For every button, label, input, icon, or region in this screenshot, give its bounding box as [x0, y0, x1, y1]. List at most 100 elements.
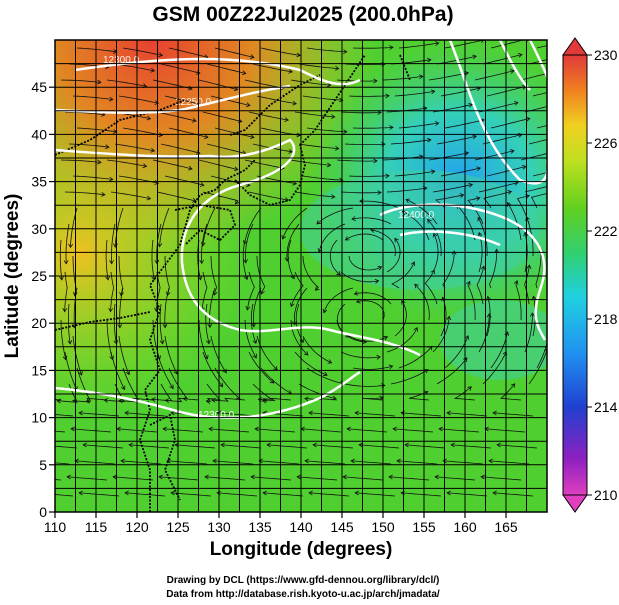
streamline	[389, 476, 430, 481]
streamline-arrowhead	[509, 69, 515, 74]
streamline-arrowhead	[481, 40, 485, 43]
streamline	[393, 428, 434, 433]
streamline-arrowhead	[146, 195, 152, 201]
streamline	[497, 444, 538, 449]
streamline-arrowhead	[249, 54, 255, 59]
streamline-arrowhead	[304, 396, 309, 402]
streamline-arrowhead	[509, 149, 515, 154]
streamline-arrowhead	[477, 231, 483, 237]
streamline	[205, 476, 246, 481]
streamline-arrowhead	[392, 426, 397, 432]
streamline-arrowhead	[68, 243, 74, 249]
streamline	[363, 397, 384, 401]
streamline-arrowhead	[109, 96, 114, 102]
streamline-arrowhead	[233, 166, 239, 172]
streamline-arrowhead	[260, 289, 265, 295]
credit-drawing: Drawing by DCL (https://www.gfd-dennou.o…	[167, 575, 440, 586]
streamline-arrowhead	[67, 340, 73, 345]
streamline-arrowhead	[62, 355, 68, 361]
streamline	[79, 492, 120, 497]
streamline	[435, 476, 476, 481]
streamline	[481, 476, 522, 481]
streamline	[532, 172, 547, 177]
streamline	[64, 271, 68, 312]
streamline-arrowhead	[308, 490, 313, 496]
streamline-arrowhead	[125, 370, 131, 376]
streamline	[282, 207, 308, 240]
y-tick-label: 0	[39, 504, 47, 520]
streamline	[198, 319, 208, 359]
streamline	[125, 492, 166, 497]
colorbar-tick-label: 218	[594, 311, 618, 327]
streamline	[163, 428, 204, 433]
contour-label: 12300.0	[198, 410, 235, 421]
streamline	[440, 167, 481, 177]
streamline	[168, 127, 208, 138]
streamline	[55, 462, 70, 465]
streamline-arrowhead	[150, 147, 156, 153]
streamline	[244, 159, 285, 169]
streamline	[55, 494, 74, 497]
streamline	[286, 223, 300, 262]
x-axis-ticks: 110 115 120 125 130 135 140 145 150 155 160 165	[44, 512, 518, 535]
streamline	[72, 335, 82, 376]
streamline	[198, 159, 238, 170]
streamline	[398, 42, 439, 49]
streamline-arrowhead	[188, 165, 193, 171]
streamline-arrowhead	[434, 474, 439, 480]
streamline	[167, 460, 208, 465]
streamline-arrowhead	[342, 474, 347, 480]
streamline-arrowhead	[254, 426, 259, 432]
streamline-arrowhead	[335, 145, 340, 151]
streamline	[118, 335, 130, 375]
streamline-arrowhead	[29, 459, 33, 463]
streamline-arrowhead	[169, 384, 174, 390]
streamline	[68, 303, 71, 344]
streamline	[370, 229, 396, 257]
streamline	[298, 63, 339, 69]
streamline-arrowhead	[314, 286, 320, 291]
streamline-arrowhead	[343, 129, 348, 135]
streamline	[297, 476, 338, 481]
streamline-arrowhead	[344, 236, 350, 241]
streamline	[248, 191, 289, 201]
streamline-arrowhead	[353, 291, 359, 296]
streamline	[439, 428, 480, 433]
streamline-arrowhead	[555, 190, 559, 194]
streamline	[348, 175, 390, 177]
x-tick-label: 165	[494, 519, 518, 535]
streamline-arrowhead	[62, 307, 68, 313]
streamline	[453, 386, 476, 401]
x-tick-label: 135	[248, 519, 272, 535]
streamline	[111, 223, 116, 264]
streamline	[467, 197, 484, 225]
streamline-arrowhead	[496, 442, 501, 448]
streamline-arrowhead	[446, 315, 452, 321]
streamline	[65, 223, 70, 264]
streamline-arrowhead	[158, 52, 164, 58]
contour-label: 12250.0	[175, 97, 212, 108]
streamline-arrowhead	[304, 458, 309, 464]
streamline	[447, 412, 488, 417]
streamline-arrowhead	[468, 182, 474, 188]
streamline	[348, 95, 390, 97]
streamline-arrowhead	[70, 426, 75, 432]
streamline-arrowhead	[394, 237, 399, 243]
streamline	[440, 87, 481, 97]
streamline	[451, 444, 492, 449]
streamline-arrowhead	[330, 114, 336, 120]
streamline	[76, 47, 117, 53]
streamline	[165, 397, 200, 403]
streamline	[490, 118, 530, 129]
streamline-arrowhead	[450, 442, 455, 448]
streamline-arrowhead	[326, 162, 332, 168]
streamline-arrowhead	[296, 132, 302, 138]
streamline	[255, 428, 296, 433]
x-tick-label: 155	[412, 519, 436, 535]
streamline	[214, 47, 254, 58]
streamline-arrowhead	[243, 259, 248, 264]
streamline	[160, 63, 200, 74]
streamline	[294, 111, 335, 118]
y-tick-label: 15	[31, 362, 47, 378]
streamline	[113, 303, 117, 344]
